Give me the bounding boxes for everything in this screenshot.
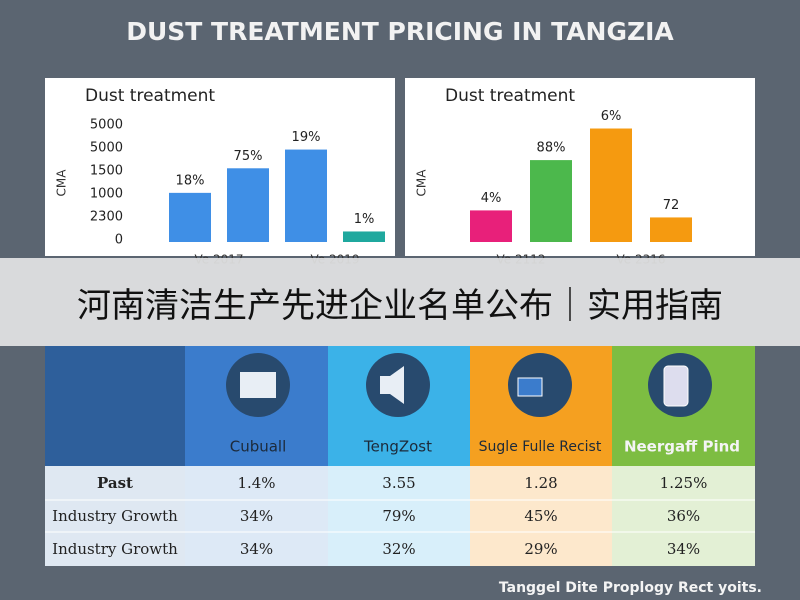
table-cell: 3.55: [382, 474, 416, 492]
table-cell: 45%: [524, 507, 558, 525]
y-tick-label: 5000: [90, 118, 123, 133]
bar-label: 1%: [354, 212, 375, 227]
column-label: TengZost: [363, 438, 432, 456]
chart-title: Dust treatment: [445, 86, 575, 106]
panel: [405, 78, 755, 256]
column-label: Cubuall: [230, 438, 287, 456]
column-label: Neergaff Pind: [624, 438, 740, 456]
row-bg: [185, 466, 328, 566]
y-tick-label: 5000: [90, 141, 123, 156]
row-bg: [45, 466, 185, 566]
bar-label: 4%: [481, 191, 502, 206]
table-cell: 34%: [239, 507, 274, 525]
footer: Tanggel Dite Proplogy Rect yoits.: [499, 580, 762, 596]
table-cell: 1.25%: [659, 474, 708, 492]
bar: [470, 210, 512, 242]
banner: 河南清洁生产先进企业名单公布｜实用指南: [0, 258, 800, 346]
y-axis-label: CMA: [415, 169, 429, 197]
bar-label: 19%: [292, 130, 321, 145]
bar-label: 75%: [234, 149, 263, 164]
bar: [343, 231, 385, 242]
panel: [45, 78, 395, 256]
row-label: Past: [97, 474, 133, 492]
row-label: Industry Growth: [52, 507, 178, 525]
row-bg: [470, 466, 612, 566]
bar-label: 6%: [601, 109, 622, 124]
table-cell: 34%: [666, 540, 701, 558]
bar: [650, 217, 692, 242]
header-cell: [45, 346, 185, 466]
bar-label: 88%: [537, 141, 566, 156]
table-cell: 32%: [382, 540, 416, 558]
bar: [169, 192, 211, 242]
table-cell: 34%: [239, 540, 274, 558]
column-label: Sugle Fulle Recist: [479, 439, 602, 455]
y-tick-label: 0: [115, 233, 123, 248]
icon: [380, 366, 404, 404]
y-tick-label: 2300: [90, 210, 123, 225]
bar: [227, 168, 269, 242]
y-tick-label: 1500: [90, 164, 123, 179]
table-cell: 36%: [666, 507, 701, 525]
y-axis-label: CMA: [55, 169, 69, 197]
page-title: DUST TREATMENT PRICING IN TANGZIA: [126, 17, 674, 46]
icon: [517, 377, 543, 397]
table-cell: 79%: [382, 507, 416, 525]
row-label: Industry Growth: [52, 540, 178, 558]
chart-title: Dust treatment: [85, 86, 215, 106]
row-bg: [328, 466, 470, 566]
icon: [240, 372, 276, 398]
bar-label: 18%: [176, 173, 205, 188]
row-bg: [612, 466, 755, 566]
y-tick-label: 1000: [90, 187, 123, 202]
bar-label: 72: [663, 198, 680, 213]
bar: [285, 149, 327, 242]
table-cell: 29%: [524, 540, 558, 558]
table-cell: 1.4%: [237, 474, 276, 492]
bar: [530, 160, 572, 242]
icon: [663, 365, 689, 407]
table-cell: 1.28: [524, 474, 558, 492]
bar: [590, 128, 632, 242]
